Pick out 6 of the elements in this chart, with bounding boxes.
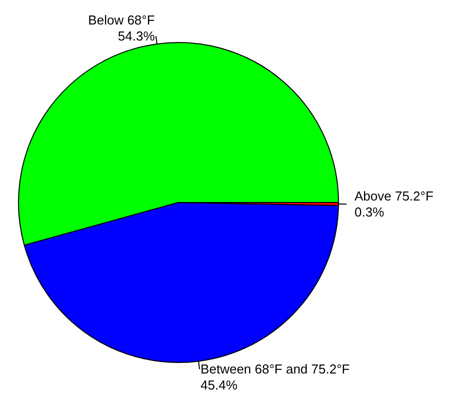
data-label: 0.3% xyxy=(354,204,385,220)
slice-label: Below 68°F xyxy=(88,12,155,28)
data-label: 54.3% xyxy=(118,28,156,44)
data-label: 45.4% xyxy=(200,378,238,393)
slice-label: Above 75.2°F xyxy=(354,188,434,204)
slice-label: Between 68°F and 75.2°F xyxy=(200,362,350,377)
